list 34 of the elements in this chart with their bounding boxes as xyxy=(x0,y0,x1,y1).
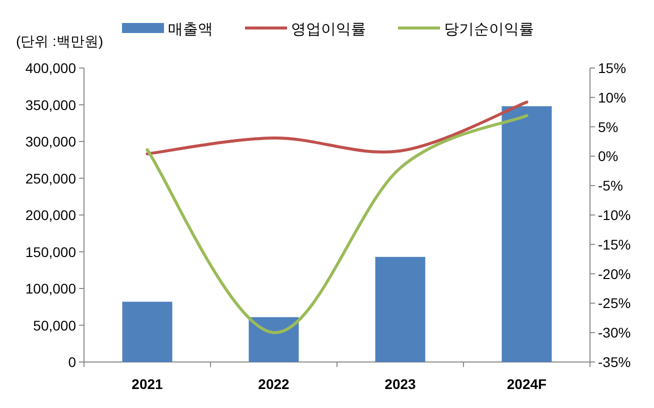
x-tick-label: 2022 xyxy=(258,376,290,392)
y-tick-label: 0 xyxy=(68,354,76,370)
line-series xyxy=(146,100,528,156)
y-tick-label: 100,000 xyxy=(25,280,76,296)
y2-tick-label: -15% xyxy=(598,236,631,252)
legend-label: 영업이익률 xyxy=(291,21,366,38)
y-tick-label: 400,000 xyxy=(25,60,76,76)
bar xyxy=(248,317,299,362)
y2-tick-label: 15% xyxy=(598,60,626,76)
y-tick-label: 200,000 xyxy=(25,207,76,223)
y2-tick-label: -30% xyxy=(598,324,631,341)
y2-tick-label: -10% xyxy=(598,207,631,223)
y2-tick-label: -5% xyxy=(598,178,623,194)
y-tick-label: 50,000 xyxy=(33,317,76,334)
line-series xyxy=(146,114,528,334)
bar xyxy=(502,106,552,362)
y2-tick-label: -25% xyxy=(598,295,631,312)
text: (단위 :백만원) xyxy=(16,33,104,49)
y-tick-label: 150,000 xyxy=(25,244,76,260)
x-tick-label: 2024F xyxy=(506,376,548,392)
y2-tick-label: -20% xyxy=(598,266,631,282)
x-tick-label: 2021 xyxy=(132,376,164,392)
legend-label: 당기순이익률 xyxy=(444,21,534,38)
x-tick-label: 2023 xyxy=(384,376,416,392)
y-tick-label: 300,000 xyxy=(25,134,76,150)
y-tick-label: 350,000 xyxy=(25,96,76,113)
y-tick-label: 250,000 xyxy=(25,170,76,186)
bar xyxy=(375,256,426,362)
y2-tick-label: 5% xyxy=(598,118,618,135)
legend-label: 매출액 xyxy=(168,21,213,38)
y2-tick-label: 0% xyxy=(598,148,618,164)
y2-tick-label: 10% xyxy=(598,89,626,106)
y2-tick-label: -35% xyxy=(598,354,631,370)
bar xyxy=(122,302,172,362)
